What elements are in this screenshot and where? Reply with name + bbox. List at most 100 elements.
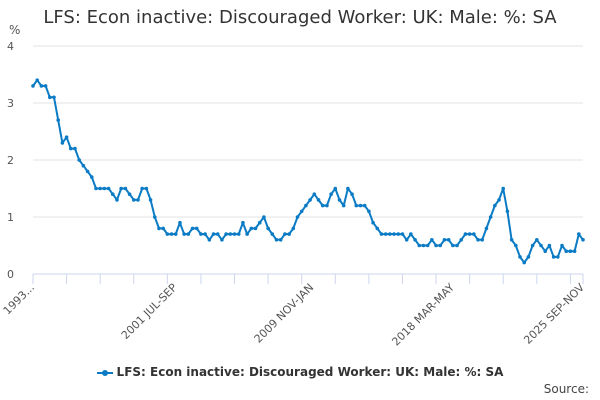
data-point (530, 243, 535, 248)
y-tick-label: 0 (7, 268, 14, 281)
data-point (320, 203, 325, 208)
data-point (295, 215, 300, 219)
data-point (249, 226, 254, 231)
data-point (115, 198, 119, 202)
data-point (505, 209, 510, 214)
data-point (417, 243, 422, 248)
data-point (472, 232, 476, 236)
data-point (274, 238, 279, 242)
data-point (337, 198, 342, 202)
data-point (241, 220, 245, 225)
y-tick-label: 4 (7, 40, 14, 53)
data-point (127, 192, 132, 196)
data-point (182, 232, 186, 236)
data-point (543, 249, 548, 253)
y-axis-unit-label: % (9, 23, 21, 37)
legend[interactable]: LFS: Econ inactive: Discouraged Worker: … (0, 365, 600, 379)
data-point (64, 135, 69, 139)
data-point (539, 243, 543, 248)
data-point (35, 78, 39, 82)
data-point (346, 186, 350, 191)
data-point (39, 84, 44, 88)
data-point (455, 243, 459, 248)
data-point (413, 238, 417, 242)
data-point (522, 260, 527, 265)
data-point (253, 226, 258, 231)
data-point (102, 186, 107, 191)
data-point (556, 255, 560, 259)
data-point (144, 186, 149, 191)
data-point (94, 186, 98, 191)
data-point (434, 243, 438, 248)
data-point (68, 146, 73, 151)
legend-line-marker-icon (96, 369, 113, 376)
data-point (257, 220, 262, 225)
data-point (73, 146, 77, 151)
data-point (526, 255, 531, 259)
data-point (547, 243, 552, 248)
data-point (211, 232, 216, 236)
source-label: Source: (543, 382, 589, 396)
data-point (354, 203, 359, 208)
data-point (106, 186, 111, 191)
data-point (236, 232, 241, 236)
data-point (312, 192, 317, 196)
data-point (98, 186, 102, 191)
data-point (77, 158, 81, 162)
data-point (178, 220, 182, 225)
data-point (501, 186, 506, 191)
data-point (278, 238, 283, 242)
data-point (497, 198, 501, 202)
data-point (358, 203, 363, 208)
data-point (400, 232, 405, 236)
data-point (47, 95, 52, 100)
data-point (119, 186, 123, 191)
data-point (299, 209, 304, 214)
data-point (157, 226, 161, 231)
data-point (581, 238, 585, 242)
data-point (262, 215, 266, 219)
data-point (367, 209, 371, 214)
data-point (89, 175, 94, 179)
data-point (396, 232, 401, 236)
data-point (341, 203, 346, 208)
chart-title: LFS: Econ inactive: Discouraged Worker: … (43, 7, 557, 28)
data-point (488, 215, 493, 219)
data-point (165, 232, 170, 236)
legend-label: LFS: Econ inactive: Discouraged Worker: … (116, 365, 504, 379)
data-point (161, 226, 165, 231)
data-point (291, 226, 296, 231)
y-tick-label: 2 (7, 154, 14, 167)
data-point (480, 238, 485, 242)
x-tick-label: 2001 JUL-SEP (119, 281, 180, 342)
data-point (245, 232, 249, 236)
data-point (430, 238, 434, 242)
data-point (52, 95, 56, 100)
data-point (43, 84, 48, 88)
data-point (375, 226, 380, 231)
data-point (535, 238, 539, 242)
data-point (131, 198, 136, 202)
data-point (123, 186, 128, 191)
data-point (203, 232, 207, 236)
data-point (136, 198, 140, 202)
data-point (316, 198, 321, 202)
data-point (329, 192, 333, 196)
data-point (442, 238, 447, 242)
data-point (325, 203, 329, 208)
data-point (371, 220, 375, 225)
data-point (568, 249, 573, 253)
series-line (32, 79, 584, 264)
data-point (308, 198, 312, 202)
x-tick-label: 2009 NOV-JAN (252, 281, 317, 346)
data-point (283, 232, 287, 236)
data-point (266, 226, 270, 231)
data-point (224, 232, 228, 236)
data-point (451, 243, 455, 248)
data-point (493, 203, 497, 208)
data-point (199, 232, 203, 236)
data-point (438, 243, 443, 248)
data-point (379, 232, 384, 236)
data-point (446, 238, 451, 242)
